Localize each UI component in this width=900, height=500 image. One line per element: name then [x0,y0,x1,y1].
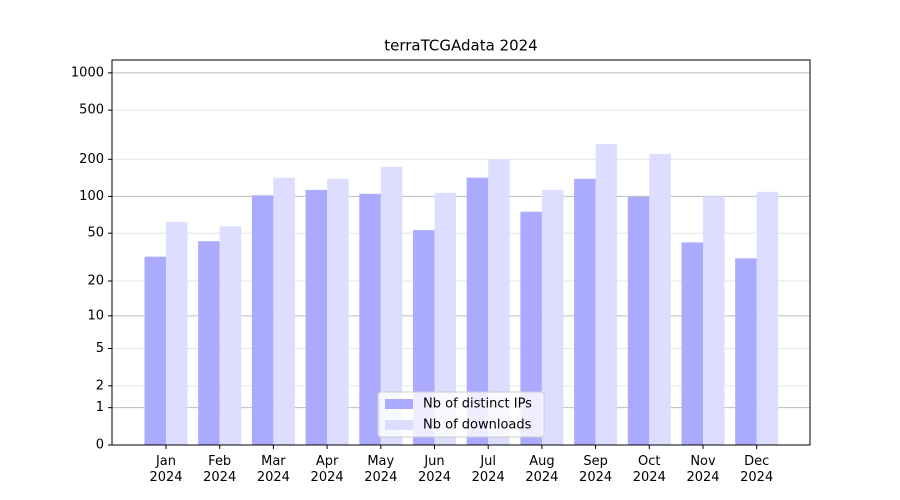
bar [413,230,435,445]
bar [541,189,564,445]
x-tick-label: Sep 2024 [579,454,612,485]
x-tick-label: Feb 2024 [203,454,236,485]
bar [466,177,489,445]
x-tick-label: Aug 2024 [525,454,558,485]
x-tick-label: Oct 2024 [633,454,666,485]
bar [649,153,671,446]
y-tick-label: 2 [96,378,104,393]
x-tick-label: Jan 2024 [149,454,182,485]
bar [735,258,757,445]
bar [305,189,328,445]
bar [627,196,650,445]
legend-swatch [385,420,413,430]
bar [219,226,242,445]
bar [273,177,295,445]
y-tick-label: 50 [87,226,104,241]
bar [520,211,542,445]
y-tick-label: 500 [79,103,104,118]
bar [756,191,779,445]
bar [166,221,188,445]
legend-label: Nb of downloads [423,418,532,433]
x-tick-label: Jul 2024 [472,454,505,485]
legend-label: Nb of distinct IPs [423,397,532,412]
x-tick-label: Dec 2024 [740,454,773,485]
legend-swatch [385,399,413,409]
bar [595,144,618,445]
x-tick-label: Jun 2024 [418,454,451,485]
bar [359,193,381,445]
bar [380,166,403,445]
chart-title: terraTCGAdata 2024 [384,37,537,55]
legend-box [377,391,545,438]
bar [681,242,703,445]
y-tick-label: 1000 [71,65,104,80]
bar [574,178,596,446]
x-tick-label: Mar 2024 [257,454,290,485]
y-tick-label: 200 [79,152,104,167]
bar [327,178,349,446]
bar [198,241,220,445]
y-tick-label: 5 [96,341,104,356]
y-tick-label: 100 [79,189,104,204]
y-tick-label: 10 [87,308,104,323]
bar [251,195,274,445]
plot-frame [111,59,811,446]
bar [144,256,166,445]
x-tick-label: Apr 2024 [311,454,344,485]
bar [488,159,510,445]
y-tick-label: 0 [96,438,104,453]
y-tick-label: 1 [96,400,104,415]
bar [703,196,725,445]
x-tick-label: Nov 2024 [686,454,719,485]
bar [434,192,456,445]
x-tick-label: May 2024 [364,454,397,485]
legend: Nb of distinct IPs Nb of downloads [377,391,545,438]
y-tick-label: 20 [87,274,104,289]
